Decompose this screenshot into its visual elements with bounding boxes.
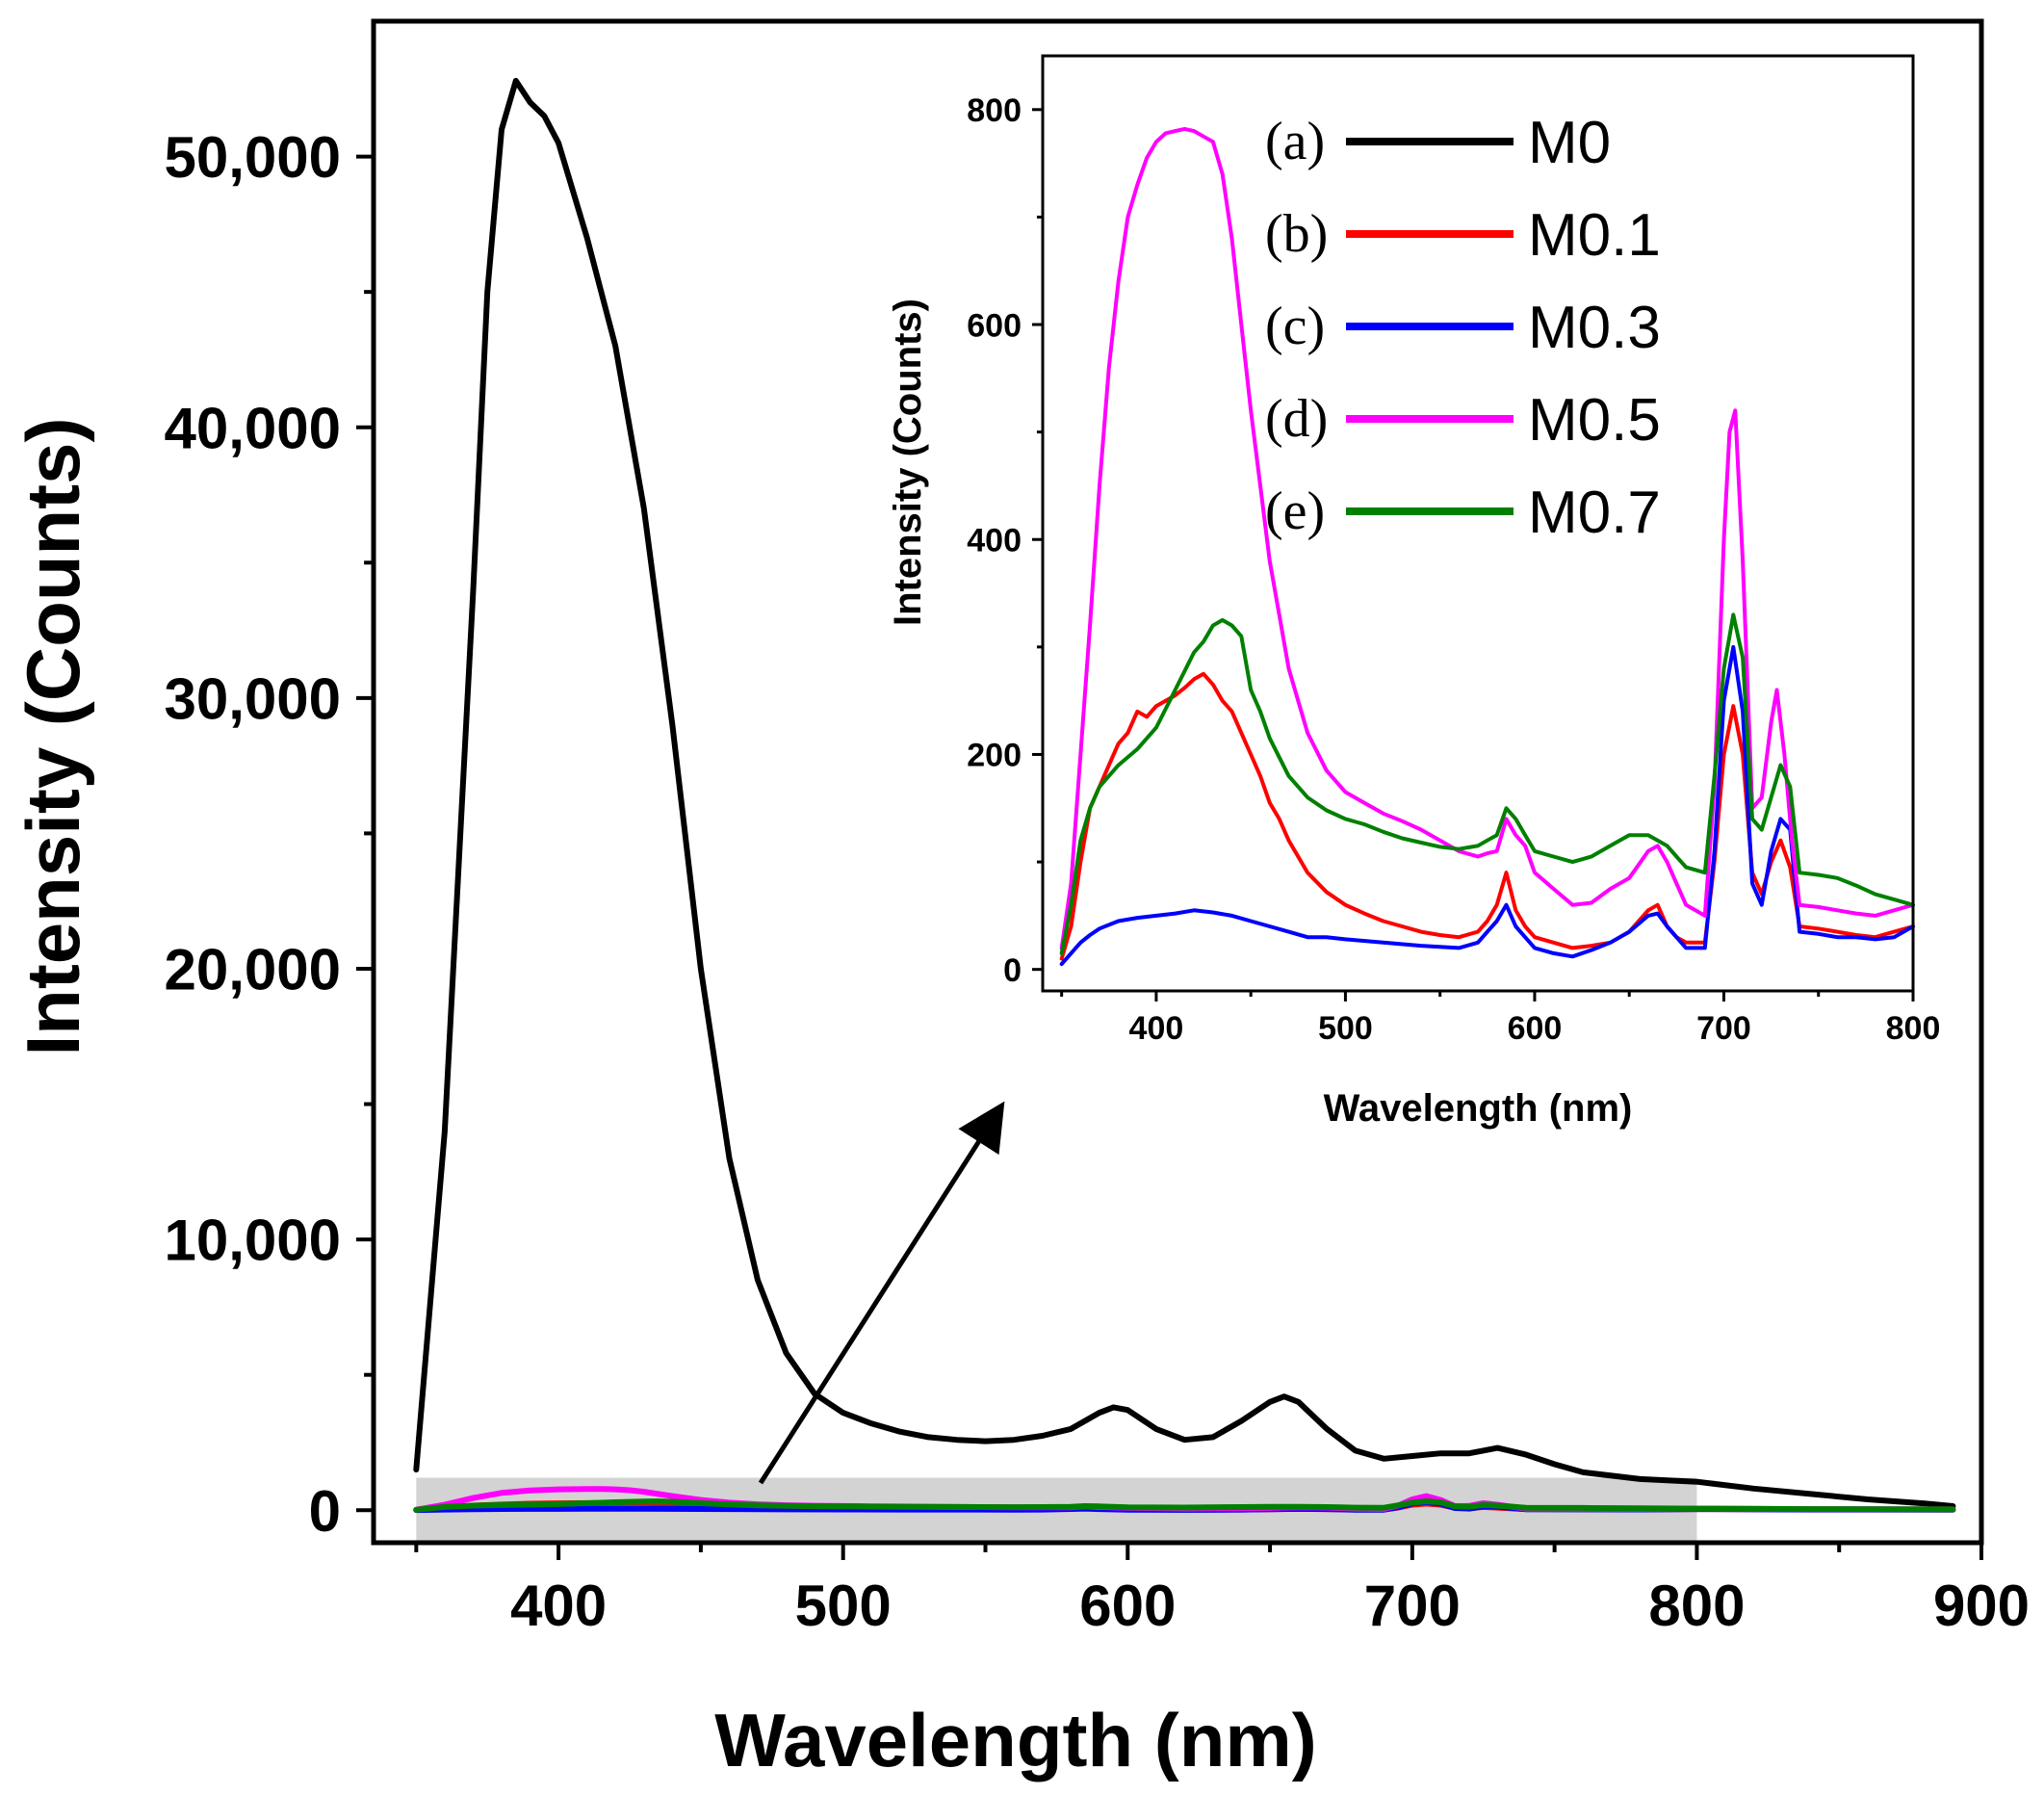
legend-letter-m0-1: (b): [1265, 204, 1328, 264]
inset-y-tick-label: 600: [967, 307, 1022, 344]
inset-y-axis-label: Intensity (Counts): [887, 299, 929, 626]
main-y-tick-label: 0: [309, 1479, 341, 1544]
main-y-axis-label: Intensity (Counts): [11, 418, 95, 1056]
inset-series-m0-7: [1059, 612, 1915, 955]
inset-y-tick-label: 200: [967, 738, 1022, 774]
inset-x-tick-label: 500: [1318, 1010, 1373, 1047]
main-y-tick-label: 30,000: [164, 666, 341, 731]
inset-chart: 400 500 600 700 800 0 200 400 600 800 Wavelength…: [887, 54, 1941, 1130]
legend-label-m0-5: M0.5: [1528, 387, 1661, 454]
inset-x-tick-label: 600: [1508, 1010, 1563, 1047]
main-x-tick-label: 900: [1933, 1574, 2030, 1638]
main-series-m0-7: [413, 1498, 1956, 1513]
main-series-group: [413, 77, 1956, 1514]
legend-letter-m0-3: (c): [1265, 297, 1325, 356]
inset-x-tick-label: 400: [1129, 1010, 1184, 1047]
main-x-tick-label: 500: [795, 1574, 892, 1638]
inset-y-tick-label: 800: [967, 92, 1022, 129]
inset-y-tick-label: 400: [967, 522, 1022, 559]
main-y-tick-label: 20,000: [164, 938, 341, 1002]
inset-plot-frame: [1041, 54, 1915, 993]
main-x-tick-label: 400: [510, 1574, 607, 1638]
legend-label-m0: M0: [1528, 110, 1611, 176]
inset-x-tick-label: 700: [1696, 1010, 1751, 1047]
inset-background: [1043, 56, 1913, 991]
main-y-tick-label: 10,000: [164, 1209, 341, 1273]
main-x-tick-label: 800: [1648, 1574, 1745, 1638]
inset-legend: (a) M0 (b) M0.1 (c) M0.3 (d) M0.5 (e) M0.7: [1265, 110, 1661, 546]
inset-x-axis: 400 500 600 700 800: [1060, 991, 1941, 1047]
inset-y-axis: 0 200 400 600 800: [967, 92, 1043, 989]
legend-label-m0-1: M0.1: [1528, 202, 1661, 269]
main-chart: 400 500 600 700 800 900 0 10,000 20,000 30,000 40…: [11, 18, 2030, 1782]
main-plot-frame: [371, 18, 1984, 1546]
main-x-axis: 400 500 600 700 800 900: [414, 1543, 2030, 1638]
main-y-tick-label: 50,000: [164, 125, 341, 190]
main-x-axis-label: Wavelength (nm): [714, 1698, 1316, 1782]
inset-x-axis-label: Wavelength (nm): [1324, 1087, 1633, 1130]
legend-label-m0-3: M0.3: [1528, 295, 1661, 361]
legend-letter-m0-5: (d): [1265, 389, 1328, 449]
legend-letter-m0-7: (e): [1265, 481, 1325, 541]
inset-y-tick-label: 0: [1003, 952, 1022, 989]
inset-x-tick-label: 800: [1886, 1010, 1941, 1047]
legend-letter-m0: (a): [1265, 112, 1325, 171]
legend-label-m0-7: M0.7: [1528, 480, 1661, 546]
inset-series-group: [1059, 126, 1915, 967]
main-x-tick-label: 700: [1364, 1574, 1461, 1638]
inset-series-m0-3: [1059, 644, 1915, 967]
main-y-axis: 0 10,000 20,000 30,000 40,000 50,000: [164, 125, 374, 1544]
zoom-arrow: [758, 1101, 1005, 1485]
inset-series-m0-5: [1059, 126, 1915, 950]
main-x-tick-label: 600: [1079, 1574, 1176, 1638]
main-y-tick-label: 40,000: [164, 396, 341, 460]
main-series-m0: [413, 77, 1956, 1509]
